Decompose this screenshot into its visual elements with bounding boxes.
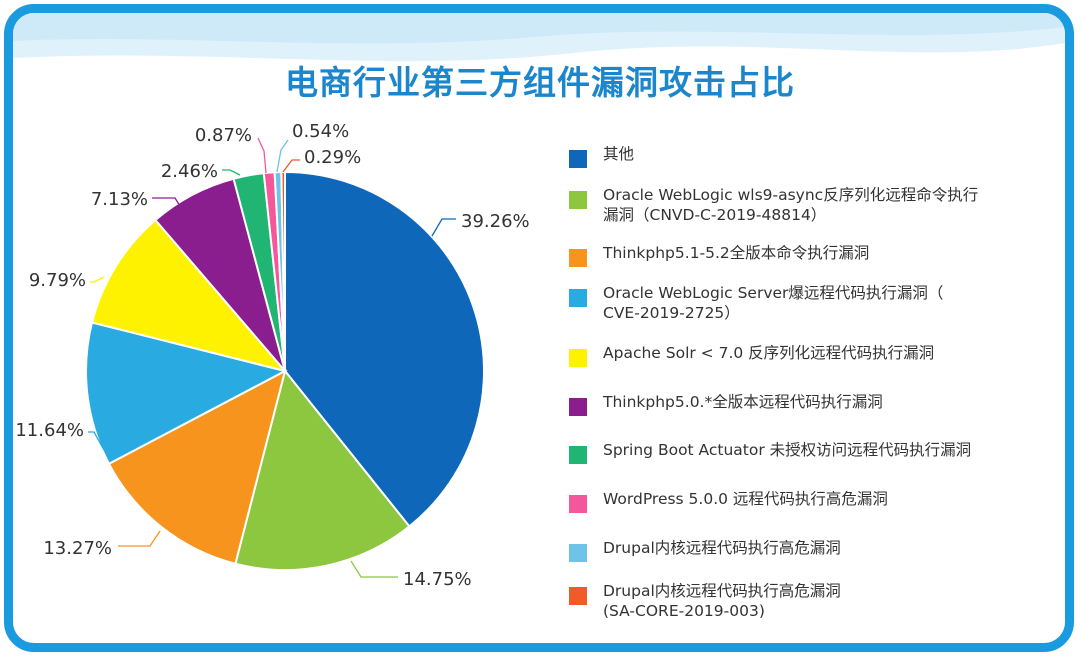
legend-label: Oracle WebLogic Server爆远程代码执行漏洞（ CVE-201… [603, 284, 944, 322]
legend-item-7: Spring Boot Actuator 未授权访问远程代码执行漏洞 [569, 440, 1039, 464]
leader-line-9 [276, 139, 289, 173]
leader-line-8 [257, 137, 267, 174]
legend-label: 其他 [603, 145, 635, 163]
data-label-6: 7.13% [91, 189, 148, 210]
data-label-8: 0.87% [195, 125, 252, 146]
legend-item-9: Drupal内核远程代码执行高危漏洞 [569, 538, 1039, 562]
legend-swatch [569, 398, 587, 416]
pie-slice-1 [284, 170, 485, 528]
data-label-4: 11.64% [15, 420, 84, 441]
legend-label: Spring Boot Actuator 未授权访问远程代码执行漏洞 [603, 441, 972, 459]
pie-slice-3 [107, 369, 287, 565]
leader-line-6 [152, 197, 186, 215]
data-label-2: 14.75% [403, 569, 472, 590]
pie-slice-5 [90, 218, 288, 373]
legend-swatch [569, 495, 587, 513]
legend-label: Apache Solr < 7.0 反序列化远程代码执行漏洞 [603, 344, 935, 362]
leader-line-5 [90, 276, 105, 283]
legend-item-10: Drupal内核远程代码执行高危漏洞 (SA-CORE-2019-003) [569, 581, 1039, 621]
pie-data-labels: 39.26% 14.75% 13.27% 11.64% 9.79% 7.13% 2.46% 0… [15, 121, 529, 590]
data-label-3: 13.27% [43, 538, 112, 559]
legend-label: Drupal内核远程代码执行高危漏洞 (SA-CORE-2019-003) [603, 582, 841, 620]
pie-slices [85, 170, 485, 571]
pie-slice-4 [85, 321, 288, 466]
legend-swatch [569, 191, 587, 209]
data-label-10: 0.29% [304, 147, 361, 168]
legend-label: Thinkphp5.1-5.2全版本命令执行漏洞 [603, 244, 870, 262]
legend-item-6: Thinkphp5.0.*全版本远程代码执行漏洞 [569, 392, 1039, 416]
leader-line-10 [282, 159, 300, 173]
pie-slice-2 [234, 368, 411, 571]
leader-line-3 [118, 530, 161, 547]
header-wave-decoration [13, 13, 1065, 62]
legend-label: Drupal内核远程代码执行高危漏洞 [603, 539, 841, 557]
legend-item-1: 其他 [569, 144, 1039, 168]
legend-swatch [569, 446, 587, 464]
legend-item-4: Oracle WebLogic Server爆远程代码执行漏洞（ CVE-201… [569, 283, 1039, 323]
leader-line-7 [222, 169, 241, 176]
leader-line-1 [431, 218, 456, 237]
legend-swatch [569, 349, 587, 367]
legend-item-2: Oracle WebLogic wls9-async反序列化远程命令执行 漏洞（… [569, 185, 1039, 225]
leader-line-2 [350, 560, 398, 578]
legend-swatch [569, 249, 587, 267]
legend-label: WordPress 5.0.0 远程代码执行高危漏洞 [603, 490, 888, 508]
legend-swatch [569, 289, 587, 307]
legend-item-3: Thinkphp5.1-5.2全版本命令执行漏洞 [569, 243, 1039, 267]
legend-swatch [569, 150, 587, 168]
leader-line-4 [88, 431, 105, 451]
chart-title: 电商行业第三方组件漏洞攻击占比 [285, 63, 795, 102]
data-label-5: 9.79% [29, 270, 86, 291]
legend-item-5: Apache Solr < 7.0 反序列化远程代码执行漏洞 [569, 343, 1039, 367]
legend-label: Thinkphp5.0.*全版本远程代码执行漏洞 [603, 393, 883, 411]
legend-label: Oracle WebLogic wls9-async反序列化远程命令执行 漏洞（… [603, 186, 979, 224]
legend-swatch [569, 587, 587, 605]
legend-swatch [569, 544, 587, 562]
pie-leader-lines [88, 137, 456, 578]
legend-item-8: WordPress 5.0.0 远程代码执行高危漏洞 [569, 489, 1039, 513]
data-label-9: 0.54% [292, 121, 349, 142]
data-label-7: 2.46% [161, 161, 218, 182]
data-label-1: 39.26% [461, 211, 530, 232]
